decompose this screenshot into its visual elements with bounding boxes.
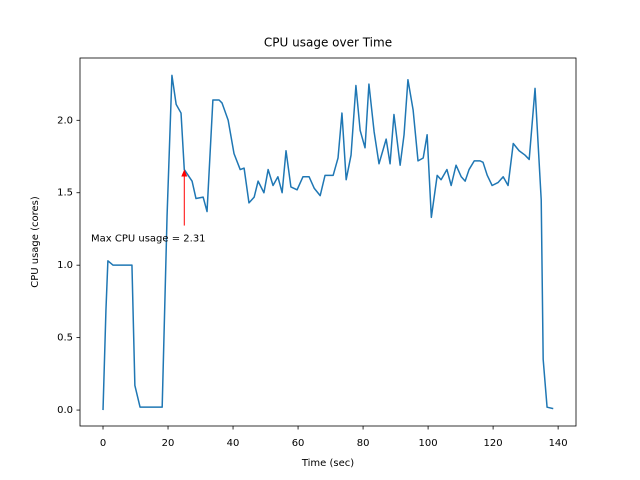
x-tick-label: 40 (227, 438, 240, 449)
y-tick-label: 1.0 (57, 260, 73, 271)
x-axis-label: Time (sec) (301, 458, 354, 469)
x-tick-label: 20 (162, 438, 175, 449)
x-tick-label: 60 (292, 438, 305, 449)
x-tick-label: 140 (549, 438, 568, 449)
x-tick-label: 120 (484, 438, 503, 449)
annotation-text: Max CPU usage = 2.31 (91, 234, 206, 245)
y-tick-label: 1.5 (57, 188, 73, 199)
y-tick-label: 2.0 (57, 115, 73, 126)
y-tick-label: 0.5 (57, 333, 73, 344)
x-tick-label: 100 (419, 438, 438, 449)
y-axis-label: CPU usage (cores) (30, 196, 41, 288)
annotation-arrowhead (181, 169, 188, 177)
x-tick-label: 80 (357, 438, 370, 449)
x-tick-label: 0 (100, 438, 106, 449)
plot-frame (79, 57, 577, 427)
data-line (102, 74, 554, 411)
chart-title: CPU usage over Time (264, 36, 392, 50)
y-tick-label: 0.0 (57, 405, 73, 416)
